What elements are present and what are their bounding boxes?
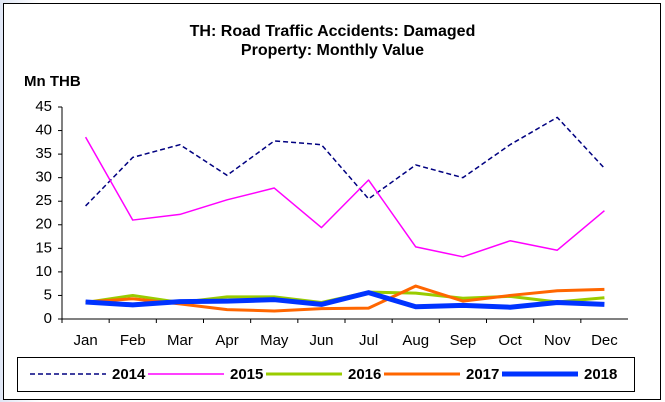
x-tick-label: Mar xyxy=(167,332,193,349)
legend-label: 2018 xyxy=(584,366,617,383)
x-tick-label: Nov xyxy=(544,332,571,349)
chart-frame xyxy=(3,3,661,400)
y-tick-label: 20 xyxy=(35,216,52,233)
legend-label: 2014 xyxy=(112,366,146,383)
y-tick-label: 35 xyxy=(35,145,52,162)
x-tick-label: Feb xyxy=(120,332,146,349)
x-tick-label: Jan xyxy=(73,332,97,349)
chart-title: TH: Road Traffic Accidents: Damaged Prop… xyxy=(189,23,476,59)
legend-label: 2016 xyxy=(348,366,381,383)
x-tick-label: Sep xyxy=(450,332,477,349)
x-tick-label: May xyxy=(260,332,289,349)
y-tick-label: 5 xyxy=(44,286,52,303)
series-line xyxy=(84,136,605,258)
series-line xyxy=(85,290,605,310)
legend-label: 2015 xyxy=(230,366,263,383)
legend-label: 2017 xyxy=(466,366,499,383)
x-tick-label: Apr xyxy=(215,332,238,349)
y-axis-label: Mn THB xyxy=(24,73,81,90)
x-tick-label: Aug xyxy=(402,332,429,349)
y-tick-label: 45 xyxy=(35,98,52,115)
y-tick-label: 40 xyxy=(35,122,52,139)
x-tick-label: Oct xyxy=(498,332,522,349)
y-tick-label: 10 xyxy=(35,263,52,280)
series-line xyxy=(85,116,605,207)
y-tick-label: 30 xyxy=(35,169,52,186)
y-tick-label: 0 xyxy=(44,310,52,327)
y-tick-label: 15 xyxy=(35,239,52,256)
x-tick-label: Jul xyxy=(359,332,378,349)
x-tick-label: Dec xyxy=(591,332,618,349)
x-tick-label: Jun xyxy=(309,332,333,349)
y-tick-label: 25 xyxy=(35,192,52,209)
